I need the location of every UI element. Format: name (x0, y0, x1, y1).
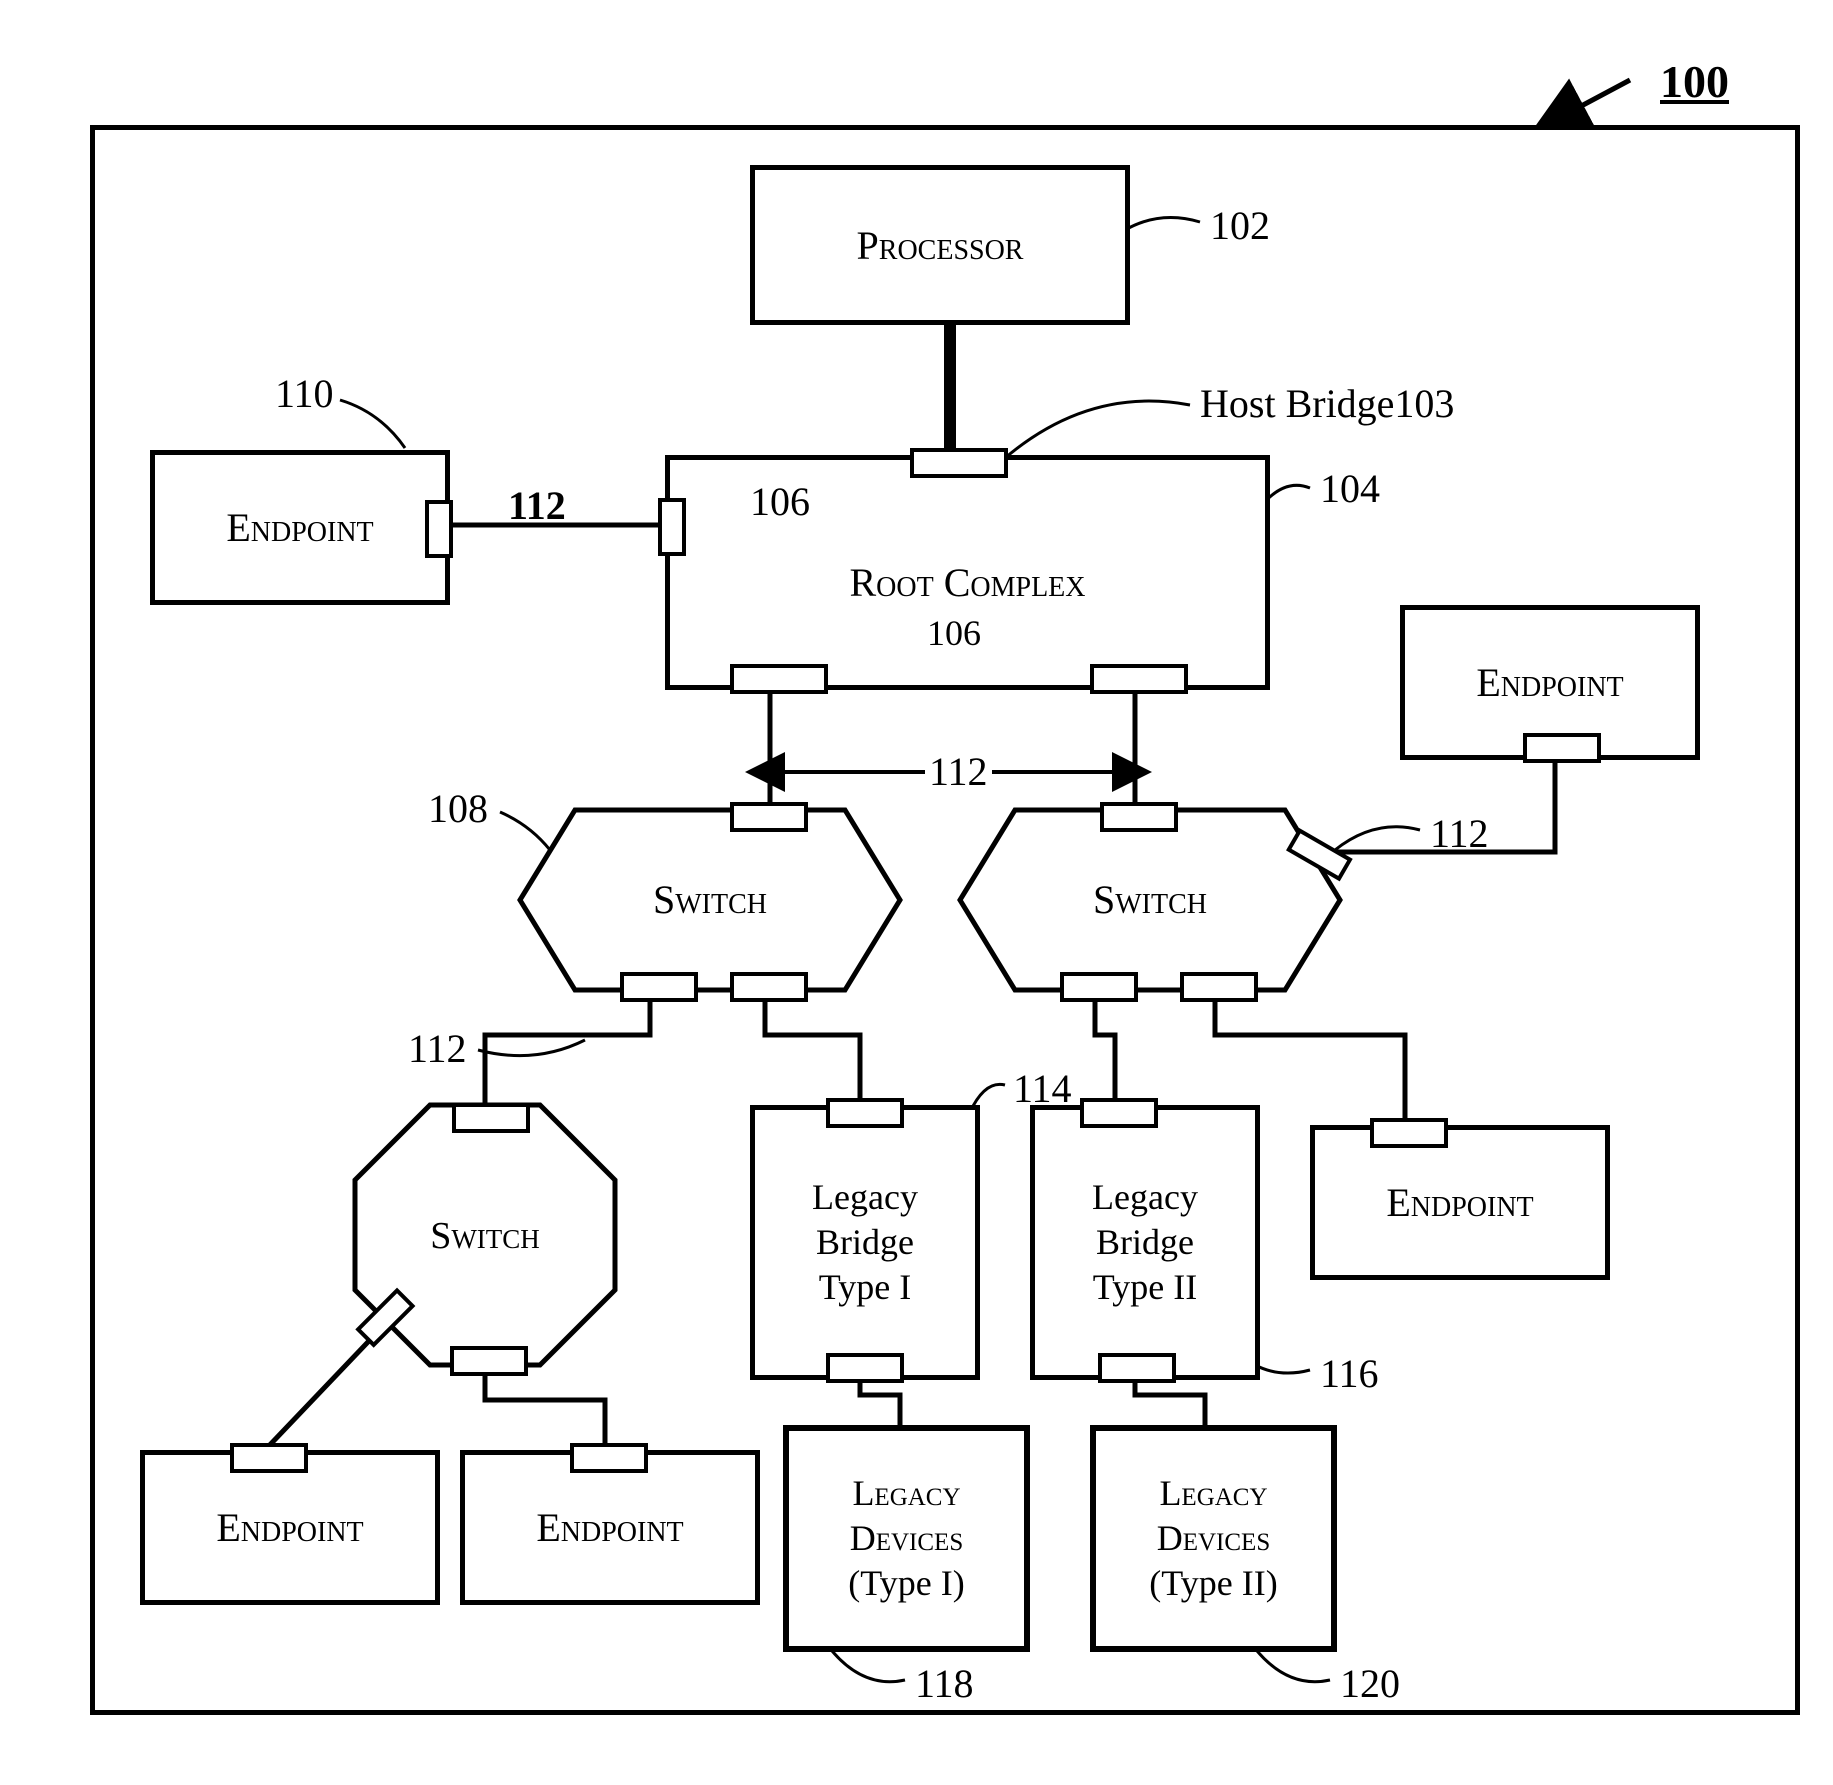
legacy-bridge-2-label: LegacyBridgeType II (1092, 1175, 1198, 1310)
port (425, 500, 453, 558)
legacy-bridge-1-label: LegacyBridgeType I (812, 1175, 918, 1310)
ref-112c: 112 (1430, 810, 1489, 857)
legacy-dev-1-label: LegacyDevices(Type I) (848, 1471, 964, 1606)
port (1098, 1353, 1176, 1383)
port (1060, 972, 1138, 1002)
diagram-canvas: 100 (30, 30, 1833, 1755)
port (620, 972, 698, 1002)
ref-100: 100 (1660, 55, 1729, 108)
ref-114: 114 (1013, 1065, 1072, 1112)
port (730, 972, 808, 1002)
port (230, 1443, 308, 1473)
ref-110: 110 (275, 370, 334, 417)
ref-hostbridge: Host Bridge103 (1200, 380, 1454, 427)
ref-112d: 112 (408, 1025, 467, 1072)
port (730, 664, 828, 694)
ref-106b: 106 (923, 612, 985, 654)
legacy-dev-1: LegacyDevices(Type I) (783, 1425, 1030, 1652)
port (658, 498, 686, 556)
port (450, 1346, 528, 1376)
switch-right-label: Switch (1093, 877, 1207, 922)
switch-left-label: Switch (653, 877, 767, 922)
processor-box: Processor (750, 165, 1130, 325)
port (826, 1098, 904, 1128)
endpoint-bl2: Endpoint (460, 1450, 760, 1605)
legacy-bridge-2: LegacyBridgeType II (1030, 1105, 1260, 1380)
port (1370, 1118, 1448, 1148)
ref-102: 102 (1210, 202, 1270, 249)
switch-bl-label: Switch (430, 1215, 540, 1257)
port (910, 448, 1008, 478)
ref-118: 118 (915, 1660, 974, 1707)
ref-120: 120 (1340, 1660, 1400, 1707)
port (1090, 664, 1188, 694)
ref-104: 104 (1320, 465, 1380, 512)
port (1080, 1098, 1158, 1128)
legacy-dev-2: LegacyDevices(Type II) (1090, 1425, 1337, 1652)
swr-port-diag (1278, 815, 1358, 895)
endpoint-br: Endpoint (1310, 1125, 1610, 1280)
endpoint-bl1: Endpoint (140, 1450, 440, 1605)
ref-112a: 112 (508, 482, 566, 529)
port (730, 802, 808, 832)
port (1180, 972, 1258, 1002)
port (452, 1103, 530, 1133)
port (1100, 802, 1178, 832)
root-complex-label: Root Complex (849, 559, 1085, 606)
ref-116: 116 (1320, 1350, 1379, 1397)
ref-106a: 106 (750, 478, 810, 525)
ref-112b: 112 (925, 748, 992, 795)
port (570, 1443, 648, 1473)
ref-108: 108 (428, 785, 488, 832)
legacy-bridge-1: LegacyBridgeType I (750, 1105, 980, 1380)
switch-left: Switch (515, 805, 905, 995)
oct-port-diag (348, 1285, 418, 1355)
endpoint-left: Endpoint (150, 450, 450, 605)
port (826, 1353, 904, 1383)
port (1523, 733, 1601, 763)
legacy-dev-2-label: LegacyDevices(Type II) (1149, 1471, 1277, 1606)
